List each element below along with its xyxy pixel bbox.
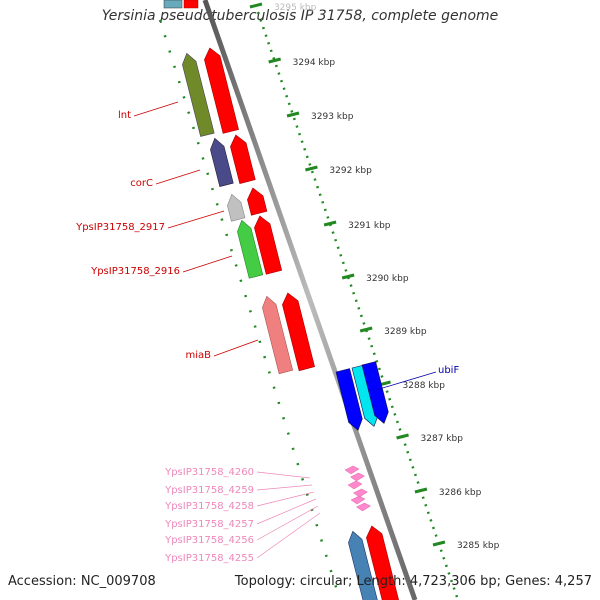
map-title: Yersinia pseudotuberculosis IP 31758, co… bbox=[101, 8, 499, 24]
gene-label: miaB bbox=[185, 350, 211, 361]
pink-feature-arrow bbox=[353, 488, 369, 498]
ruler-tick bbox=[323, 220, 337, 227]
ruler-tick-label: 3287 kbp bbox=[421, 434, 464, 444]
ruler-tick bbox=[341, 273, 355, 280]
gene-label: YpsIP31758_2916 bbox=[90, 266, 180, 277]
gene-label: YpsIP31758_4257 bbox=[164, 519, 254, 530]
backbone-line bbox=[202, 0, 418, 600]
gene-miaB bbox=[262, 295, 294, 375]
ruler-tick bbox=[286, 111, 300, 118]
leader-line bbox=[182, 255, 233, 273]
ruler-tick-label: 3292 kbp bbox=[329, 166, 372, 176]
leader-line bbox=[256, 498, 317, 525]
pink-feature-arrow bbox=[356, 502, 372, 512]
ruler-ticks: 3295 kbp 3294 kbp 3293 kbp 3292 kbp 3291 kbp… bbox=[158, 2, 500, 600]
leader-line bbox=[155, 169, 201, 185]
ruler-tick bbox=[268, 57, 282, 64]
ruler-tick-label: 3286 kbp bbox=[439, 488, 482, 498]
forward-arrow-miaB bbox=[282, 292, 315, 372]
backbone-layer bbox=[202, 0, 418, 600]
gene-features bbox=[163, 0, 399, 600]
accession-text: Accession: NC_009708 bbox=[8, 574, 156, 589]
gene-2916 bbox=[237, 219, 264, 279]
forward-arrow-lnt bbox=[204, 47, 239, 134]
gene-corC bbox=[210, 137, 234, 187]
gene-label: YpsIP31758_4256 bbox=[164, 535, 254, 546]
leader-line bbox=[256, 484, 313, 491]
leader-line bbox=[256, 471, 311, 479]
gene-label: YpsIP31758_4255 bbox=[164, 553, 254, 564]
ruler-tick-label: 3295 kbp bbox=[274, 3, 317, 13]
ruler-tick-label: 3291 kbp bbox=[348, 221, 391, 231]
gene-ubiF-blue-2 bbox=[361, 361, 389, 424]
ruler-tick bbox=[249, 2, 263, 9]
gene-label: corC bbox=[130, 178, 153, 189]
gene-label: YpsIP31758_2917 bbox=[75, 222, 165, 233]
pink-feature-arrow bbox=[350, 472, 366, 482]
forward-arrow-2917 bbox=[247, 187, 268, 216]
pink-feature-arrow bbox=[344, 465, 360, 475]
forward-arrow-corC bbox=[230, 134, 256, 184]
gene-label: YpsIP31758_4259 bbox=[164, 485, 254, 496]
leader-line bbox=[256, 505, 319, 541]
leader-line bbox=[256, 512, 321, 559]
forward-arrow-2916 bbox=[254, 215, 283, 275]
gene-bottom-steel bbox=[348, 530, 378, 600]
genome-summary-text: Topology: circular; Length: 4,723,306 bp… bbox=[234, 574, 592, 589]
ruler-tick-label: 3288 kbp bbox=[403, 381, 446, 391]
ruler-tick-label: 3289 kbp bbox=[384, 327, 427, 337]
gene-label: YpsIP31758_4258 bbox=[164, 501, 254, 512]
ruler-tick bbox=[432, 540, 446, 547]
gene-2917 bbox=[227, 193, 246, 222]
ruler-tick bbox=[305, 165, 318, 172]
gene-label: YpsIP31758_4260 bbox=[164, 467, 254, 478]
pink-feature-arrow bbox=[350, 495, 366, 505]
leader-line bbox=[256, 491, 315, 507]
ruler-tick-label: 3285 kbp bbox=[457, 541, 500, 551]
gene-lnt bbox=[182, 52, 215, 137]
ruler-tick bbox=[414, 487, 428, 494]
leader-line bbox=[375, 371, 437, 391]
pink-feature-arrow bbox=[347, 480, 363, 490]
gene-label: lnt bbox=[118, 110, 131, 121]
ruler-tick bbox=[396, 433, 409, 440]
ruler-tick bbox=[359, 326, 373, 333]
gene-labels: lnt corC YpsIP31758_2917 YpsIP31758_2916mia… bbox=[75, 101, 459, 564]
forward-arrow-bottom bbox=[366, 525, 399, 600]
ruler-tick-label: 3294 kbp bbox=[293, 58, 336, 68]
leader-line bbox=[133, 101, 179, 117]
ruler-tick-label: 3293 kbp bbox=[311, 112, 354, 122]
ruler-tick-label: 3290 kbp bbox=[366, 274, 409, 284]
gene-top-partial bbox=[163, 0, 183, 9]
leader-line bbox=[213, 339, 259, 357]
leader-line bbox=[167, 210, 225, 229]
gene-label: ubiF bbox=[438, 365, 459, 376]
forward-arrow-top-partial bbox=[183, 0, 199, 9]
gene-ubiF-blue bbox=[335, 368, 363, 431]
